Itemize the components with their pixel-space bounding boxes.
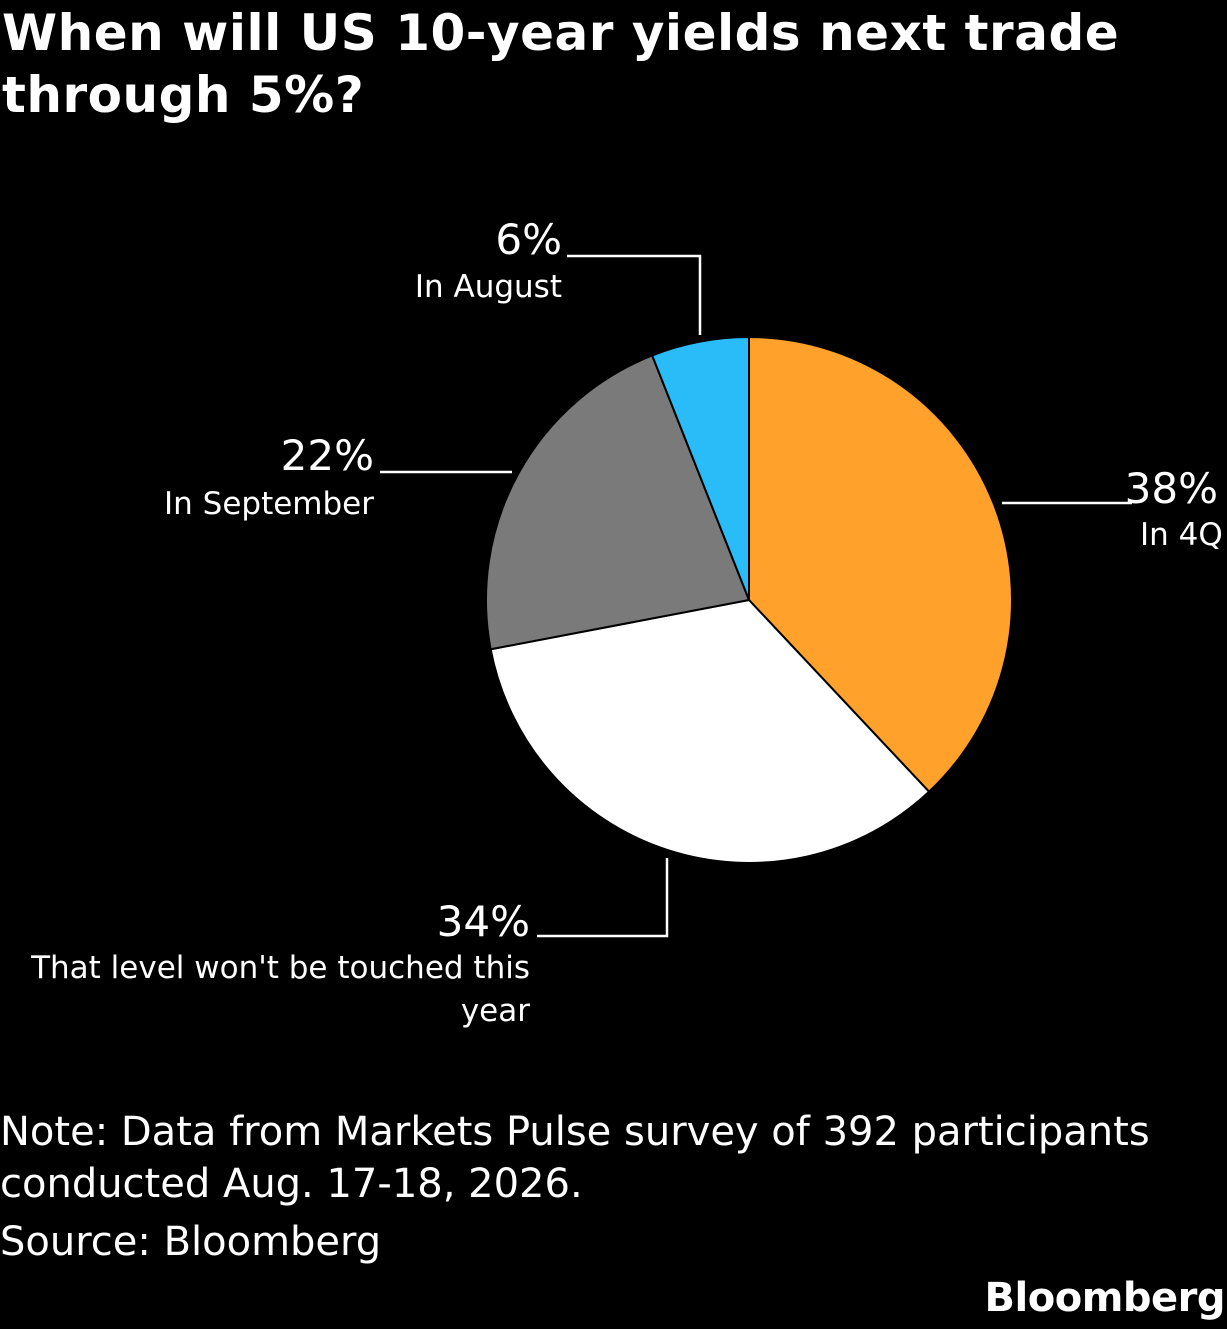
pie-slice-in-september <box>485 354 751 651</box>
pie-slice-in-4q <box>748 335 1013 794</box>
category-label-that-level-won-t-be-touched-this-year: That level won't be touched this <box>30 950 530 986</box>
value-label-in-september: 22% <box>281 431 374 480</box>
chart-source: Source: Bloomberg <box>0 1219 382 1265</box>
pie-slice-that-level-won-t-be-touched-this-year <box>489 598 931 864</box>
value-label-in-august: 6% <box>495 215 562 264</box>
category-label-in-august: In August <box>415 269 562 305</box>
category-label-in-4q: In 4Q <box>1140 517 1223 553</box>
category-label-that-level-won-t-be-touched-this-year: year <box>461 993 530 1029</box>
bloomberg-logo: Bloomberg <box>984 1275 1226 1321</box>
chart-title: When will US 10-year yields next trade t… <box>2 4 1120 124</box>
pie-slices <box>485 335 1013 864</box>
chart-note: Note: Data from Markets Pulse survey of … <box>0 1109 1150 1207</box>
value-label-in-4q: 38% <box>1125 464 1218 513</box>
pie-slice-in-august <box>650 335 750 601</box>
leader-line-that-level-won-t-be-touched-this-year <box>537 858 669 938</box>
leader-line-in-august <box>567 254 702 335</box>
value-label-that-level-won-t-be-touched-this-year: 34% <box>437 897 530 946</box>
pie-labels: 38% In 4Q 34% That level won't be touched t… <box>30 215 1223 1029</box>
category-label-in-september: In September <box>164 486 374 522</box>
